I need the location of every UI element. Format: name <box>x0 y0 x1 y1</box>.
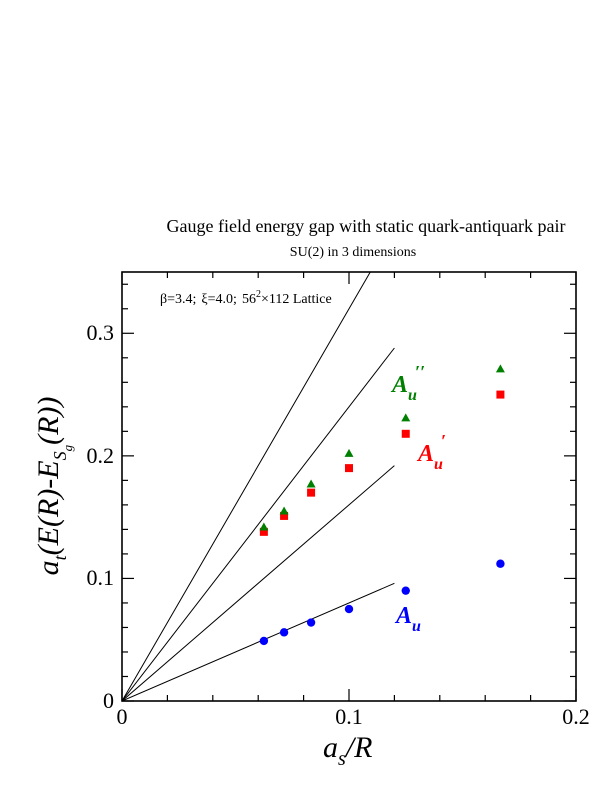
data-point-circle <box>279 628 289 637</box>
data-point-square <box>280 511 289 520</box>
data-point-square <box>345 464 353 473</box>
data-point-square <box>496 390 505 399</box>
data-point-triangle <box>344 448 354 457</box>
y-tick-label-0.2: 0.2 <box>87 443 115 468</box>
data-point-circle <box>259 636 269 646</box>
series-label-a-u: Au <box>394 603 421 635</box>
data-markers <box>259 364 505 646</box>
series-label-a-double-prime-u: Au′′ <box>390 362 425 404</box>
x-tick-label-0: 0 <box>117 704 128 729</box>
y-tick-label-0: 0 <box>103 688 114 713</box>
data-point-triangle <box>279 506 289 515</box>
data-point-circle <box>401 586 410 595</box>
data-point-triangle <box>495 364 505 373</box>
lattice-annotation: β=3.4; ξ=4.0; 562×112 Lattice <box>160 289 332 307</box>
axis-ticks <box>121 272 577 702</box>
data-point-square <box>259 527 268 536</box>
data-point-square <box>401 429 410 438</box>
data-point-triangle <box>259 522 269 531</box>
y-tick-label-0.1: 0.1 <box>87 565 115 590</box>
x-tick-label-0.1: 0.1 <box>335 704 363 729</box>
x-axis-label: as/R <box>323 731 372 770</box>
x-tick-label-0.2: 0.2 <box>562 704 590 729</box>
y-axis-label: at(E(R)-ESg(R)) <box>32 397 75 576</box>
plot-area <box>121 271 577 702</box>
data-point-triangle <box>401 413 411 422</box>
data-point-circle <box>344 604 354 614</box>
data-point-circle <box>496 559 505 568</box>
reference-lines <box>121 271 395 702</box>
data-point-circle <box>306 618 316 627</box>
y-tick-label-0.3: 0.3 <box>87 320 115 345</box>
reference-line <box>121 465 395 702</box>
series-label-a-prime-u: Au′ <box>416 431 446 473</box>
tick-labels: 0 0.1 0.2 0 0.1 0.2 0.3 <box>87 320 590 729</box>
plot-frame <box>121 271 577 702</box>
chart-subtitle: SU(2) in 3 dimensions <box>290 245 416 260</box>
data-point-triangle <box>306 479 316 488</box>
reference-line <box>121 347 395 702</box>
data-point-square <box>307 488 316 497</box>
reference-line <box>121 271 371 702</box>
reference-line <box>121 582 395 702</box>
chart-title: Gauge field energy gap with static quark… <box>166 216 565 236</box>
